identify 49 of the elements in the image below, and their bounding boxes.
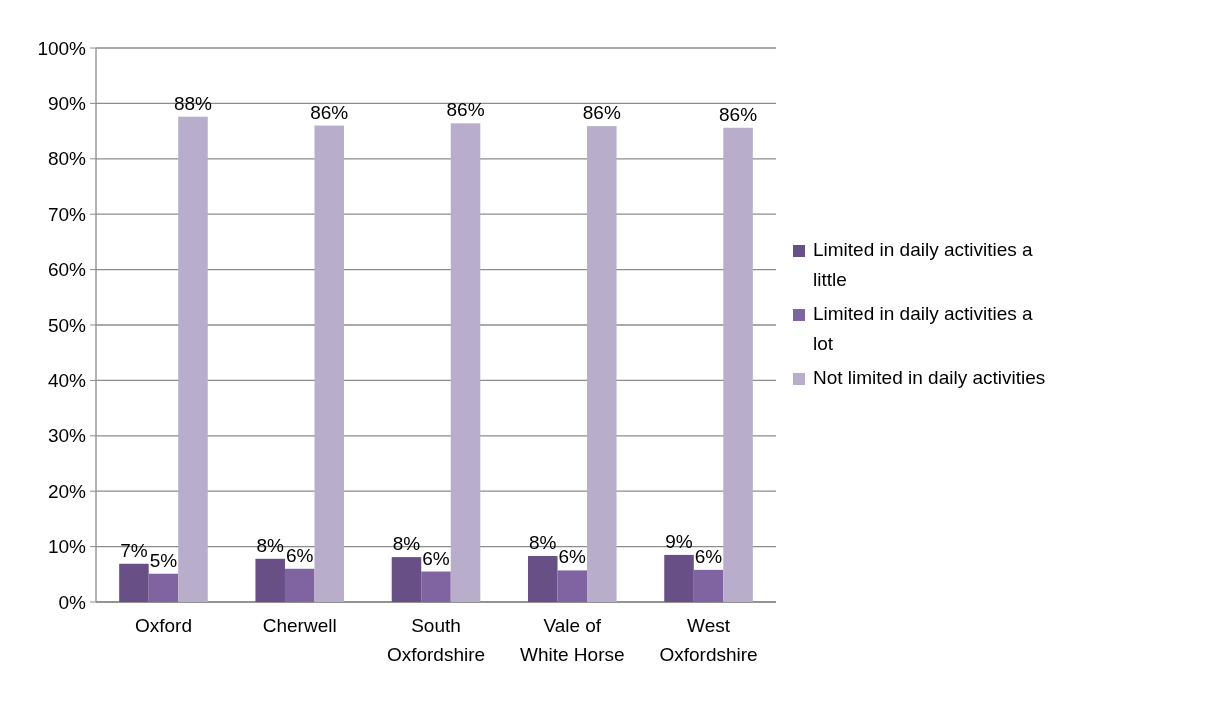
y-tick-label: 40%	[47, 370, 87, 392]
bar	[527, 556, 558, 602]
data-label: 7%	[120, 539, 148, 561]
bar	[255, 558, 285, 602]
legend-label: Limited in daily activities a lot	[813, 303, 1034, 354]
x-tick-label: Cherwell	[262, 615, 337, 636]
data-label: 88%	[173, 92, 213, 114]
bar	[119, 563, 149, 602]
y-tick-label: 0%	[58, 591, 87, 613]
bar	[421, 571, 451, 602]
bar	[391, 557, 422, 602]
legend-label: Not limited in daily activities	[813, 367, 1046, 388]
data-label: 8%	[256, 534, 285, 556]
data-label: 8%	[392, 533, 421, 555]
y-tick-label: 80%	[47, 148, 87, 170]
y-tick-label: 30%	[47, 425, 87, 447]
bar	[450, 123, 481, 602]
x-tick-label: Vale of White Horse	[520, 615, 625, 665]
data-label: 5%	[149, 549, 178, 571]
bar	[693, 569, 724, 602]
bar	[284, 568, 315, 602]
y-tick-label: 100%	[37, 37, 87, 59]
data-label: 6%	[558, 546, 587, 568]
x-tick-label: South Oxfordshire	[386, 615, 486, 665]
data-label: 6%	[694, 545, 723, 567]
bar	[587, 126, 617, 602]
data-label: 8%	[529, 532, 557, 554]
data-label: 6%	[285, 544, 314, 566]
y-tick-label: 60%	[47, 259, 87, 281]
y-tick-label: 10%	[47, 536, 87, 558]
data-label: 86%	[719, 103, 758, 125]
data-label: 6%	[422, 547, 450, 569]
y-tick-label: 70%	[47, 203, 87, 225]
bar	[723, 127, 753, 602]
legend-label: Limited in daily activities a little	[813, 239, 1034, 290]
y-tick-label: 20%	[47, 480, 87, 502]
data-label: 86%	[582, 102, 621, 124]
data-label: 9%	[665, 530, 693, 552]
y-tick-label: 50%	[47, 314, 87, 336]
bar	[148, 573, 179, 602]
bar	[664, 554, 694, 602]
x-tick-label: West Oxfordshire	[659, 615, 758, 665]
x-tick-label: Oxford	[134, 615, 192, 636]
data-label: 86%	[310, 101, 349, 123]
bar	[557, 570, 588, 602]
bar	[178, 116, 208, 602]
data-label: 86%	[446, 99, 485, 121]
y-tick-label: 90%	[47, 93, 87, 115]
bar	[314, 125, 345, 602]
